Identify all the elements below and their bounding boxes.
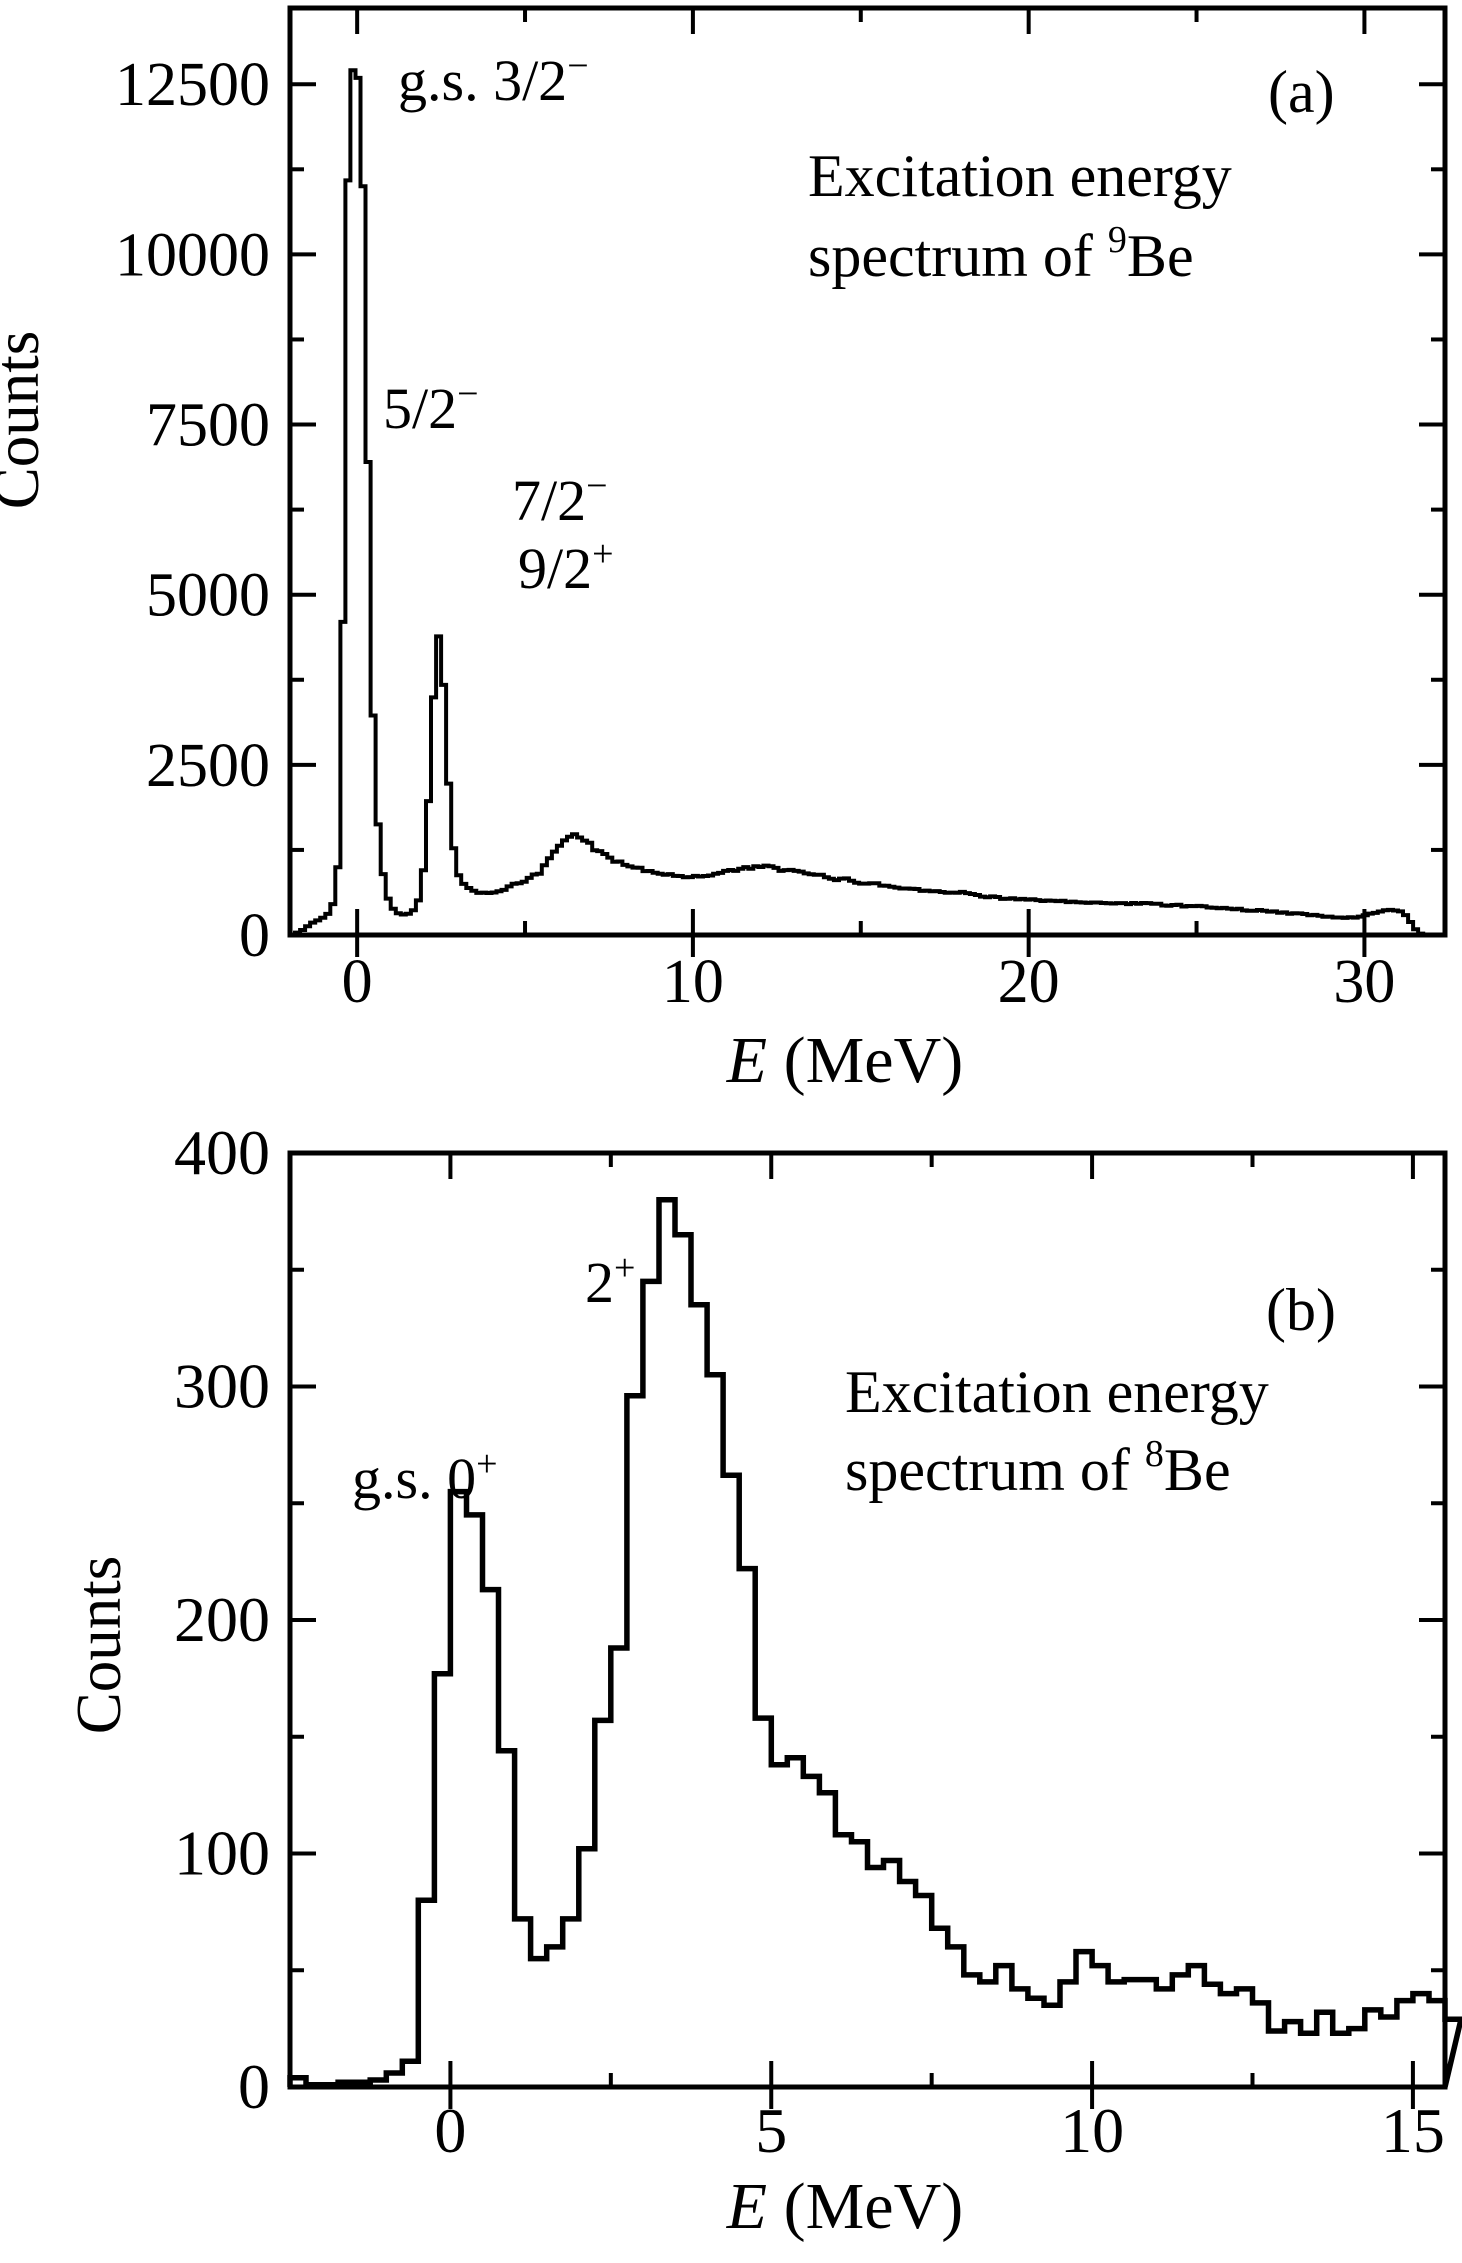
y-tick-label: 5000 — [146, 562, 270, 630]
x-tick-label: 0 — [434, 2095, 466, 2166]
panel-b-tick-labels: 0 5 10 15 0 100 200 300 400 — [174, 1117, 1445, 2166]
y-tick-label: 400 — [174, 1117, 270, 1188]
panel-b: 0 5 10 15 0 100 200 300 400 g.s. 0+ 2+ (b) Excit… — [64, 1117, 1462, 2243]
x-tick-label: 10 — [662, 948, 724, 1016]
panel-a-frame — [287, 5, 1448, 938]
panel-b-title-line2: spectrum of 8Be — [845, 1433, 1231, 1503]
peak-label-9-2: 9/2+ — [518, 533, 614, 601]
y-tick-label: 7500 — [146, 392, 270, 460]
y-tick-label: 10000 — [115, 221, 270, 289]
y-tick-label: 200 — [174, 1584, 270, 1655]
y-tick-label: 0 — [239, 902, 270, 970]
x-tick-label: 5 — [755, 2095, 787, 2166]
panel-a-histogram — [288, 68, 1445, 937]
panel-b-tag: (b) — [1266, 1277, 1336, 1343]
x-tick-label: 10 — [1060, 2095, 1124, 2166]
x-tick-label: 20 — [998, 948, 1060, 1016]
panel-a-title-line1: Excitation energy — [808, 143, 1232, 209]
panel-a-xaxis-label: E (MeV) — [726, 1024, 963, 1097]
panel-a-title-line2: spectrum of 9Be — [808, 219, 1194, 289]
panel-a-tick-labels: 0 10 20 30 0 2500 5000 7500 10000 12500 — [115, 51, 1395, 1016]
peak-label-5-2: 5/2− — [383, 373, 479, 441]
panel-b-histogram — [287, 1196, 1462, 2088]
panel-b-title-line1: Excitation energy — [845, 1359, 1269, 1425]
peak-label-gs-0: g.s. 0+ — [352, 1443, 498, 1511]
panel-b-xaxis-label: E (MeV) — [726, 2170, 963, 2243]
panel-a-tag: (a) — [1268, 59, 1335, 125]
panel-a-yaxis-label: Counts — [0, 331, 52, 510]
y-tick-label: 12500 — [115, 51, 270, 119]
peak-label-gs-3-2: g.s. 3/2− — [398, 45, 589, 113]
x-tick-label: 15 — [1381, 2095, 1445, 2166]
y-tick-label: 0 — [238, 2051, 270, 2122]
y-tick-label: 300 — [174, 1351, 270, 1422]
peak-label-2plus: 2+ — [585, 1247, 635, 1315]
panel-b-yaxis-label: Counts — [64, 1556, 134, 1735]
panel-a-ticks — [290, 8, 1445, 957]
peak-label-7-2: 7/2− — [512, 465, 608, 533]
y-tick-label: 100 — [174, 1818, 270, 1889]
panel-a: 0 10 20 30 0 2500 5000 7500 10000 12500 g.s. 3/2−… — [0, 5, 1448, 1097]
panel-b-ticks — [290, 1151, 1445, 2109]
y-tick-label: 2500 — [146, 732, 270, 800]
x-tick-label: 30 — [1333, 948, 1395, 1016]
x-tick-label: 0 — [342, 948, 373, 1016]
